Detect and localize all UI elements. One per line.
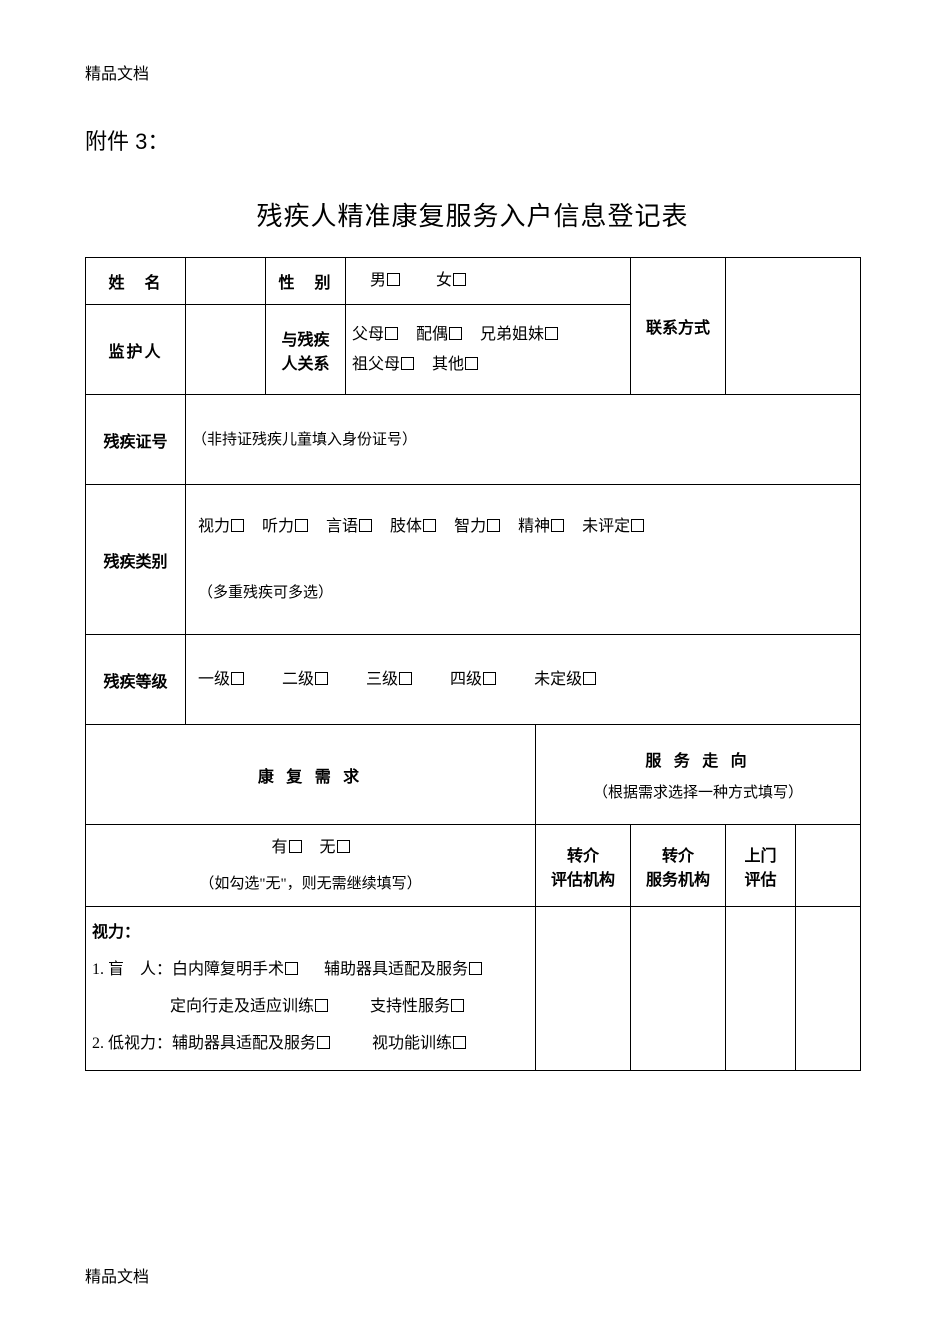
row-section-headers: 康 复 需 求 服 务 走 向 （根据需求选择一种方式填写） — [86, 725, 861, 825]
type-mental-text: 精神 — [518, 518, 550, 535]
need-none-checkbox[interactable] — [337, 840, 350, 853]
vision-blind-cataract-checkbox[interactable] — [285, 962, 298, 975]
vision-low-train-checkbox[interactable] — [453, 1036, 466, 1049]
rel-parent-text: 父母 — [352, 326, 384, 343]
contact-value[interactable] — [726, 258, 861, 395]
type-speech-text: 言语 — [326, 518, 358, 535]
gender-label: 性 别 — [266, 258, 346, 305]
level-3-checkbox[interactable] — [399, 672, 412, 685]
rehab-need-header: 康 复 需 求 — [86, 725, 536, 825]
col-onsite: 上门评估 — [726, 825, 796, 907]
vision-low-aid-checkbox[interactable] — [317, 1036, 330, 1049]
need-none-text: 无 — [320, 839, 336, 856]
gender-female-checkbox[interactable] — [453, 273, 466, 286]
level-1-text: 一级 — [198, 671, 230, 688]
vision-blind-cataract-text: 1. 盲 人：白内障复明手术 — [92, 961, 284, 978]
type-label: 残疾类别 — [86, 485, 186, 635]
vision-heading: 视力： — [92, 915, 529, 952]
level-label: 残疾等级 — [86, 635, 186, 725]
col-extra — [796, 825, 861, 907]
registration-form-table: 姓 名 性 别 男 女 联系方式 监护人 与残疾人关系 父母 配偶 兄弟姐妹 祖… — [85, 257, 861, 1071]
level-3-text: 三级 — [366, 671, 398, 688]
cert-value-cell[interactable]: （非持证残疾儿童填入身份证号） — [186, 395, 861, 485]
rel-parent-checkbox[interactable] — [385, 327, 398, 340]
level-4-text: 四级 — [450, 671, 482, 688]
rel-sibling-checkbox[interactable] — [545, 327, 558, 340]
level-options: 一级 二级 三级 四级 未定级 — [186, 635, 861, 725]
type-limb-checkbox[interactable] — [423, 519, 436, 532]
need-note: （如勾选"无"，则无需继续填写） — [92, 870, 529, 899]
row-need-columns: 有 无 （如勾选"无"，则无需继续填写） 转介评估机构 转介服务机构 上门评估 — [86, 825, 861, 907]
vision-onsite-cell[interactable] — [726, 907, 796, 1071]
vision-needs: 视力： 1. 盲 人：白内障复明手术 辅助器具适配及服务 定向行走及适应训练 支… — [86, 907, 536, 1071]
gender-options: 男 女 — [346, 258, 631, 305]
level-unset-text: 未定级 — [534, 671, 582, 688]
service-direction-note: （根据需求选择一种方式填写） — [542, 781, 854, 802]
type-intellect-text: 智力 — [454, 518, 486, 535]
relation-options: 父母 配偶 兄弟姐妹 祖父母 其他 — [346, 305, 631, 395]
gender-male-text: 男 — [370, 272, 386, 289]
vision-low-aid-text: 2. 低视力：辅助器具适配及服务 — [92, 1035, 316, 1052]
row-vision: 视力： 1. 盲 人：白内障复明手术 辅助器具适配及服务 定向行走及适应训练 支… — [86, 907, 861, 1071]
vision-blind-support-checkbox[interactable] — [451, 999, 464, 1012]
level-1-checkbox[interactable] — [231, 672, 244, 685]
type-vision-text: 视力 — [198, 518, 230, 535]
vision-blind-support-text: 支持性服务 — [370, 998, 450, 1015]
row-type: 残疾类别 视力 听力 言语 肢体 智力 精神 未评定 （多重残疾可多选） — [86, 485, 861, 635]
type-hearing-text: 听力 — [262, 518, 294, 535]
attachment-label: 附件 3： — [85, 124, 860, 156]
rel-spouse-checkbox[interactable] — [449, 327, 462, 340]
cert-label: 残疾证号 — [86, 395, 186, 485]
type-speech-checkbox[interactable] — [359, 519, 372, 532]
col-referral-eval: 转介评估机构 — [536, 825, 631, 907]
rel-other-text: 其他 — [432, 356, 464, 373]
rel-grandparent-text: 祖父母 — [352, 356, 400, 373]
level-2-text: 二级 — [282, 671, 314, 688]
vision-referral-eval-cell[interactable] — [536, 907, 631, 1071]
need-has-checkbox[interactable] — [289, 840, 302, 853]
type-unassessed-text: 未评定 — [582, 518, 630, 535]
vision-extra-cell[interactable] — [796, 907, 861, 1071]
gender-male-checkbox[interactable] — [387, 273, 400, 286]
type-note: （多重残疾可多选） — [198, 579, 854, 608]
level-unset-checkbox[interactable] — [583, 672, 596, 685]
type-options: 视力 听力 言语 肢体 智力 精神 未评定 （多重残疾可多选） — [186, 485, 861, 635]
header-watermark: 精品文档 — [85, 60, 860, 84]
row-level: 残疾等级 一级 二级 三级 四级 未定级 — [86, 635, 861, 725]
row-cert: 残疾证号 （非持证残疾儿童填入身份证号） — [86, 395, 861, 485]
type-unassessed-checkbox[interactable] — [631, 519, 644, 532]
relation-label: 与残疾人关系 — [266, 305, 346, 395]
rel-other-checkbox[interactable] — [465, 357, 478, 370]
type-intellect-checkbox[interactable] — [487, 519, 500, 532]
vision-referral-svc-cell[interactable] — [631, 907, 726, 1071]
cert-note: （非持证残疾儿童填入身份证号） — [192, 432, 417, 448]
name-label: 姓 名 — [86, 258, 186, 305]
need-has-text: 有 — [271, 839, 287, 856]
footer-watermark: 精品文档 — [85, 1263, 149, 1287]
vision-blind-aid-text: 辅助器具适配及服务 — [324, 961, 468, 978]
vision-blind-orient-checkbox[interactable] — [315, 999, 328, 1012]
level-4-checkbox[interactable] — [483, 672, 496, 685]
gender-female-text: 女 — [436, 272, 452, 289]
rel-spouse-text: 配偶 — [416, 326, 448, 343]
type-limb-text: 肢体 — [390, 518, 422, 535]
page-title: 残疾人精准康复服务入户信息登记表 — [85, 196, 860, 233]
type-vision-checkbox[interactable] — [231, 519, 244, 532]
row-name-gender: 姓 名 性 别 男 女 联系方式 — [86, 258, 861, 305]
service-direction-header: 服 务 走 向 （根据需求选择一种方式填写） — [536, 725, 861, 825]
guardian-value[interactable] — [186, 305, 266, 395]
level-2-checkbox[interactable] — [315, 672, 328, 685]
vision-blind-orient-text: 定向行走及适应训练 — [170, 998, 314, 1015]
col-referral-svc: 转介服务机构 — [631, 825, 726, 907]
type-mental-checkbox[interactable] — [551, 519, 564, 532]
need-has-none: 有 无 （如勾选"无"，则无需继续填写） — [86, 825, 536, 907]
contact-label: 联系方式 — [631, 258, 726, 395]
vision-low-train-text: 视功能训练 — [372, 1035, 452, 1052]
rel-sibling-text: 兄弟姐妹 — [480, 326, 544, 343]
name-value[interactable] — [186, 258, 266, 305]
type-hearing-checkbox[interactable] — [295, 519, 308, 532]
vision-blind-aid-checkbox[interactable] — [469, 962, 482, 975]
guardian-label: 监护人 — [86, 305, 186, 395]
rel-grandparent-checkbox[interactable] — [401, 357, 414, 370]
